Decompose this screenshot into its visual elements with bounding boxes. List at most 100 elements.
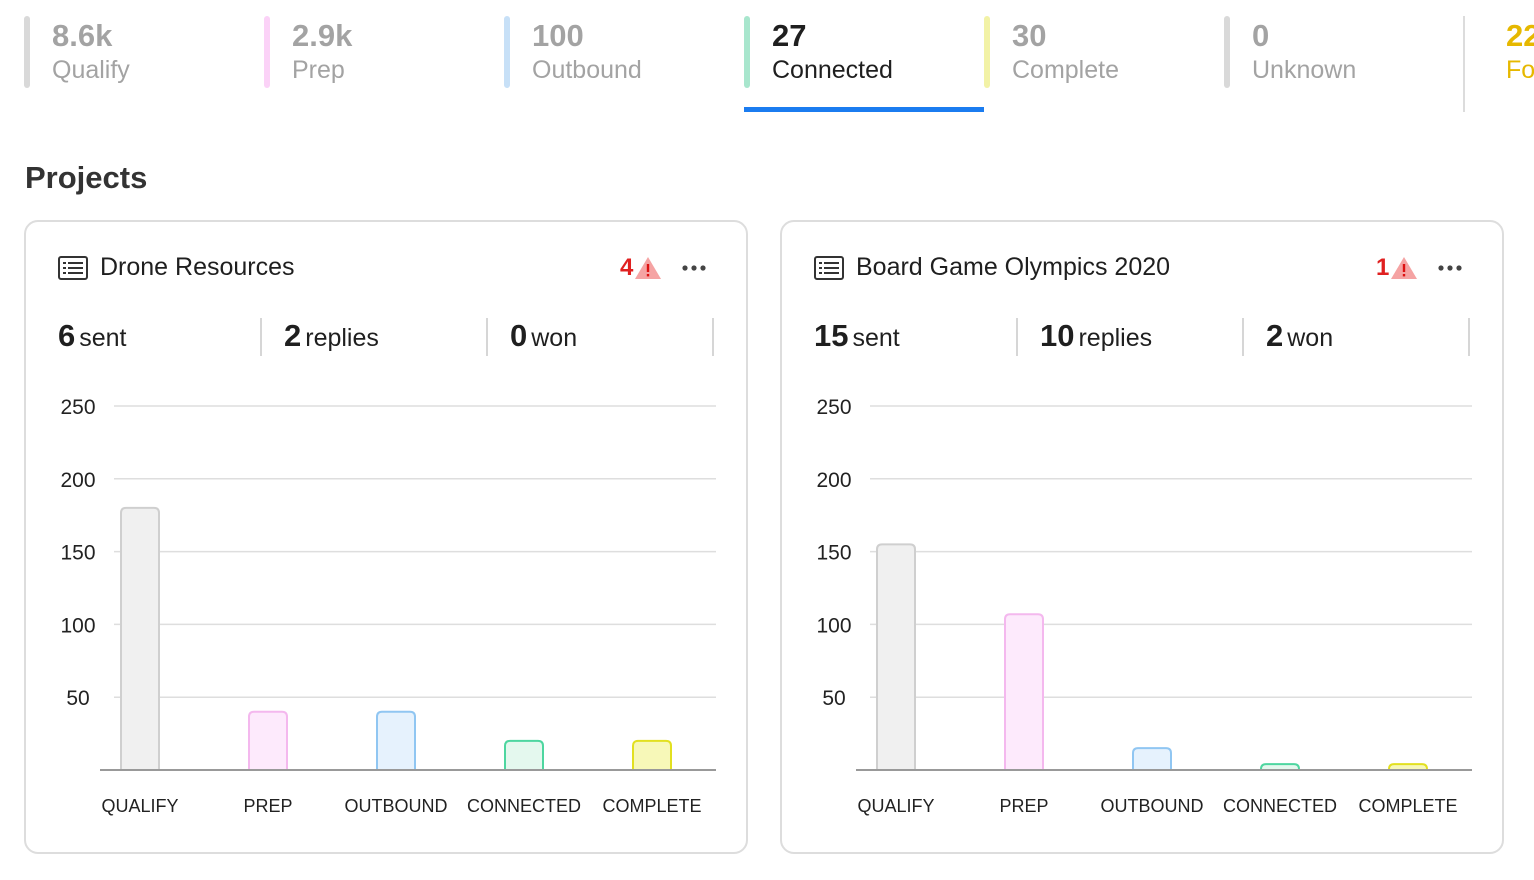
bar-qualify [876, 543, 916, 770]
y-tick-label: 100 [60, 614, 95, 637]
stat-replies: 10 replies [1040, 318, 1152, 358]
stat-divider [486, 318, 488, 356]
stat-value: 2 [284, 318, 302, 353]
y-tick-label: 250 [60, 396, 95, 419]
bar-prep [1004, 613, 1044, 770]
project-card[interactable]: Board Game Olympics 2020 1 15 sent 10 repl… [780, 220, 1504, 854]
tab-label: Fo [1506, 56, 1534, 84]
stat-replies: 2 replies [284, 318, 379, 358]
bar-connected [1260, 763, 1300, 770]
y-tick-label: 100 [816, 614, 851, 637]
more-options-icon[interactable] [680, 256, 710, 280]
tab-count: 8.6k [52, 18, 113, 53]
bar-complete [632, 739, 672, 770]
stat-divider [260, 318, 262, 356]
warning-icon [635, 257, 661, 279]
tab-count: 100 [532, 18, 584, 53]
y-tick-label: 150 [816, 542, 851, 565]
tab-count: 22 [1506, 18, 1534, 53]
tab-label: Prep [292, 56, 345, 84]
y-tick-label: 150 [60, 542, 95, 565]
stat-value: 10 [1040, 318, 1075, 353]
stat-label: sent [79, 324, 127, 352]
tab-color-bar [264, 16, 270, 88]
project-stats: 15 sent 10 replies 2 won [814, 318, 1470, 358]
tab-count: 30 [1012, 18, 1047, 53]
stat-divider [1016, 318, 1018, 356]
x-tick-label: QUALIFY [857, 796, 934, 816]
tab-label: Unknown [1252, 56, 1357, 84]
stat-label: won [531, 324, 578, 352]
card-header: Board Game Olympics 2020 1 [814, 252, 1470, 286]
tab-label: Connected [772, 56, 893, 84]
y-tick-label: 50 [822, 687, 845, 710]
tab-color-bar [984, 16, 990, 88]
tab-prep[interactable]: 2.9k Prep [264, 16, 504, 112]
x-tick-label: PREP [243, 796, 292, 816]
stat-divider [1242, 318, 1244, 356]
tab-count: 27 [772, 18, 807, 53]
stat-label: replies [305, 324, 379, 352]
list-icon [58, 256, 88, 280]
x-tick-label: OUTBOUND [345, 796, 448, 816]
y-tick-label: 50 [66, 687, 89, 710]
x-tick-label: COMPLETE [602, 796, 701, 816]
stat-value: 6 [58, 318, 76, 353]
tab-color-bar [24, 16, 30, 88]
tab-color-bar [744, 16, 750, 88]
bar-outbound [376, 710, 416, 770]
x-tick-label: COMPLETE [1358, 796, 1457, 816]
tab-count: 0 [1252, 18, 1270, 53]
tab-color-bar [504, 16, 510, 88]
stat-sent: 15 sent [814, 318, 900, 358]
stat-label: won [1287, 324, 1334, 352]
stage-tabs: 8.6k Qualify 2.9k Prep 100 Outbound 27 C… [0, 0, 1534, 112]
stat-value: 15 [814, 318, 849, 353]
stat-divider [712, 318, 714, 356]
tab-qualify[interactable]: 8.6k Qualify [24, 16, 264, 112]
tab-complete[interactable]: 30 Complete [984, 16, 1224, 112]
tab-label: Complete [1012, 56, 1119, 84]
x-tick-label: CONNECTED [467, 796, 581, 816]
stat-value: 0 [510, 318, 528, 353]
y-tick-label: 200 [816, 469, 851, 492]
x-tick-label: PREP [999, 796, 1048, 816]
stat-won: 0 won [510, 318, 577, 358]
x-tick-label: QUALIFY [101, 796, 178, 816]
list-icon [814, 256, 844, 280]
warning-icon [1391, 257, 1417, 279]
project-card[interactable]: Drone Resources 4 6 sent 2 replies 0 won 50… [24, 220, 748, 854]
stat-won: 2 won [1266, 318, 1333, 358]
project-stats: 6 sent 2 replies 0 won [58, 318, 714, 358]
alert-count: 1 [1376, 254, 1390, 281]
stage-bar-chart: 50 100 150 200 250 QUALIFY PREP OUTBOUND CONNECT… [816, 396, 1472, 816]
tab-label: Outbound [532, 56, 642, 84]
stat-value: 2 [1266, 318, 1284, 353]
y-tick-label: 250 [816, 396, 851, 419]
section-title: Projects [25, 160, 148, 195]
tab-divider [1463, 16, 1465, 112]
bar-complete [1388, 763, 1428, 770]
x-tick-label: CONNECTED [1223, 796, 1337, 816]
tab-unknown[interactable]: 0 Unknown [1224, 16, 1464, 112]
project-title[interactable]: Drone Resources [100, 253, 295, 281]
stat-label: sent [852, 324, 900, 352]
bar-connected [504, 739, 544, 770]
alert-count: 4 [620, 254, 634, 281]
tab-connected[interactable]: 27 Connected [744, 16, 984, 112]
stat-label: replies [1078, 324, 1153, 352]
more-options-icon[interactable] [1436, 256, 1466, 280]
tab-color-bar [1224, 16, 1230, 88]
stat-sent: 6 sent [58, 318, 127, 358]
bar-outbound [1132, 747, 1172, 770]
tab-outbound[interactable]: 100 Outbound [504, 16, 744, 112]
tab-followup[interactable]: 22 Fo [1478, 16, 1534, 112]
tab-label: Qualify [52, 56, 130, 84]
bar-prep [248, 710, 288, 770]
stat-divider [1468, 318, 1470, 356]
x-tick-label: OUTBOUND [1101, 796, 1204, 816]
y-tick-label: 200 [60, 469, 95, 492]
bar-qualify [120, 506, 160, 770]
stage-bar-chart: 50 100 150 200 250 QUALIFY PREP OUTBOUND CONNECT… [60, 396, 716, 816]
project-title[interactable]: Board Game Olympics 2020 [856, 253, 1171, 281]
